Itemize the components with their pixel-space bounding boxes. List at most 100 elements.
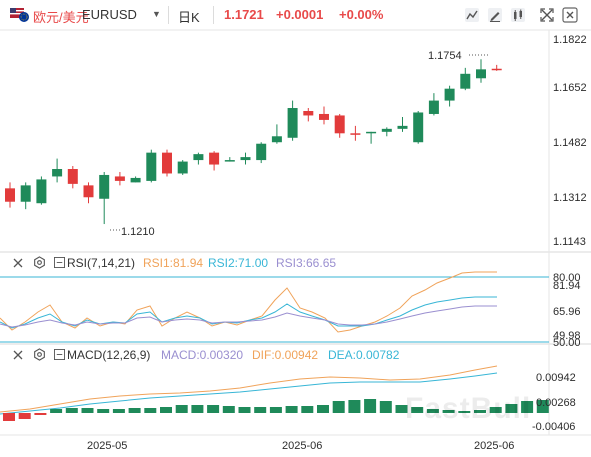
settings-icon[interactable] bbox=[33, 256, 46, 269]
dea-value: DEA:0.00782 bbox=[328, 348, 400, 362]
macd-bar bbox=[238, 407, 251, 413]
macd-bar bbox=[348, 400, 361, 413]
candle-body bbox=[271, 136, 282, 143]
settings-icon[interactable] bbox=[33, 348, 46, 361]
candle-body bbox=[193, 154, 204, 161]
macd-bar bbox=[81, 408, 94, 413]
candle-body bbox=[256, 143, 267, 161]
candle-body bbox=[428, 100, 439, 114]
macd-bar bbox=[144, 408, 157, 413]
candle-body bbox=[303, 110, 314, 116]
pair-name-cn[interactable]: 欧元/美元 bbox=[33, 10, 89, 25]
symbol-header: 欧元/美元 EURUSD ▼ 日K 1.1721 +0.0001 +0.00% bbox=[0, 0, 591, 30]
pair-code[interactable]: EURUSD bbox=[82, 7, 137, 22]
macd-value: MACD:0.00320 bbox=[161, 348, 244, 362]
macd-bar bbox=[332, 401, 345, 413]
watermark-logo: FastBull bbox=[405, 392, 532, 425]
candle-body bbox=[240, 157, 251, 161]
macd-bar bbox=[65, 408, 78, 413]
price-axis-label: 1.1652 bbox=[553, 82, 587, 94]
macd-bar bbox=[489, 407, 502, 413]
time-axis-label: 2025-06 bbox=[282, 440, 322, 452]
candle-body bbox=[350, 133, 361, 135]
candle-body bbox=[99, 174, 110, 199]
candle-body bbox=[36, 179, 47, 204]
candle-body bbox=[162, 152, 172, 174]
price-axis-label: 1.1143 bbox=[553, 236, 586, 248]
candle-body bbox=[177, 161, 188, 174]
macd-histogram bbox=[3, 399, 549, 421]
candle-body bbox=[67, 169, 78, 184]
rsi-axis-label: 49.98 bbox=[553, 330, 581, 342]
price-axis-label: 1.1822 bbox=[553, 34, 587, 46]
candle-body bbox=[476, 69, 486, 79]
macd-axis-label: -0.00406 bbox=[532, 421, 575, 433]
price-axis-label: 1.1482 bbox=[553, 137, 587, 149]
candle-body bbox=[334, 115, 345, 134]
candle-body bbox=[209, 152, 220, 165]
macd-bar bbox=[34, 413, 47, 415]
rsi-title: RSI(7,14,21) bbox=[67, 256, 136, 270]
time-axis-label: 2025-05 bbox=[87, 440, 127, 452]
indicator-icon[interactable] bbox=[510, 7, 526, 23]
candle-body bbox=[224, 160, 235, 162]
macd-bar bbox=[301, 406, 314, 413]
close-icon[interactable] bbox=[562, 7, 578, 23]
rsi2-value: RSI2:71.00 bbox=[208, 256, 269, 270]
rsi-axis-label: 65.96 bbox=[553, 306, 581, 318]
macd-bar bbox=[191, 405, 204, 413]
divider bbox=[168, 6, 169, 24]
hide-icon[interactable] bbox=[12, 257, 24, 269]
candle-body bbox=[444, 88, 455, 101]
rsi3-line bbox=[0, 305, 497, 328]
macd-bar bbox=[505, 404, 518, 413]
macd-bar bbox=[254, 407, 267, 413]
collapse-icon[interactable] bbox=[54, 349, 65, 360]
dif-line bbox=[0, 365, 498, 413]
macd-bar bbox=[269, 407, 282, 413]
macd-axis-label: 0.00268 bbox=[536, 397, 576, 409]
candle-body bbox=[319, 113, 329, 120]
macd-bar bbox=[379, 401, 392, 413]
draw-icon[interactable] bbox=[487, 7, 503, 23]
time-axis-label: 2025-06 bbox=[474, 440, 514, 452]
macd-bar bbox=[175, 405, 188, 413]
macd-bar bbox=[458, 411, 471, 413]
fullscreen-icon[interactable] bbox=[539, 7, 555, 23]
candle-body bbox=[114, 176, 125, 181]
macd-bar bbox=[18, 413, 31, 419]
candlestick-series bbox=[5, 59, 502, 225]
macd-bar bbox=[160, 407, 172, 413]
price-change: +0.0001 bbox=[276, 7, 324, 22]
candle-body bbox=[146, 152, 157, 181]
macd-bar bbox=[317, 405, 329, 413]
chart-type-icon[interactable] bbox=[464, 7, 480, 23]
macd-bar bbox=[536, 400, 549, 413]
rsi-axis-label: 50.00 bbox=[553, 337, 581, 349]
macd-bar bbox=[285, 406, 298, 413]
rsi-axis-label: 81.94 bbox=[553, 280, 581, 292]
collapse-icon[interactable] bbox=[54, 257, 65, 268]
high-annotation: 1.1754 bbox=[428, 50, 462, 62]
rsi2-line bbox=[0, 296, 497, 329]
macd-axis-label: 0.00942 bbox=[536, 372, 576, 384]
candle-body bbox=[5, 188, 15, 202]
macd-bar bbox=[474, 410, 486, 413]
candle-body bbox=[83, 185, 94, 198]
rsi3-value: RSI3:66.65 bbox=[276, 256, 337, 270]
hide-icon[interactable] bbox=[12, 349, 24, 361]
macd-bar bbox=[207, 405, 220, 413]
macd-bar bbox=[411, 407, 424, 413]
candle-body bbox=[366, 131, 377, 134]
candle-body bbox=[381, 128, 392, 132]
candle-body bbox=[20, 185, 31, 202]
rsi1-value: RSI1:81.94 bbox=[143, 256, 204, 270]
low-annotation: 1.1210 bbox=[121, 226, 155, 238]
last-price: 1.1721 bbox=[224, 7, 264, 22]
macd-bar bbox=[112, 409, 125, 413]
macd-bar bbox=[222, 406, 235, 413]
chevron-down-icon[interactable]: ▼ bbox=[152, 9, 161, 19]
period-selector[interactable]: 日K bbox=[178, 10, 200, 25]
macd-title: MACD(12,26,9) bbox=[67, 348, 151, 362]
